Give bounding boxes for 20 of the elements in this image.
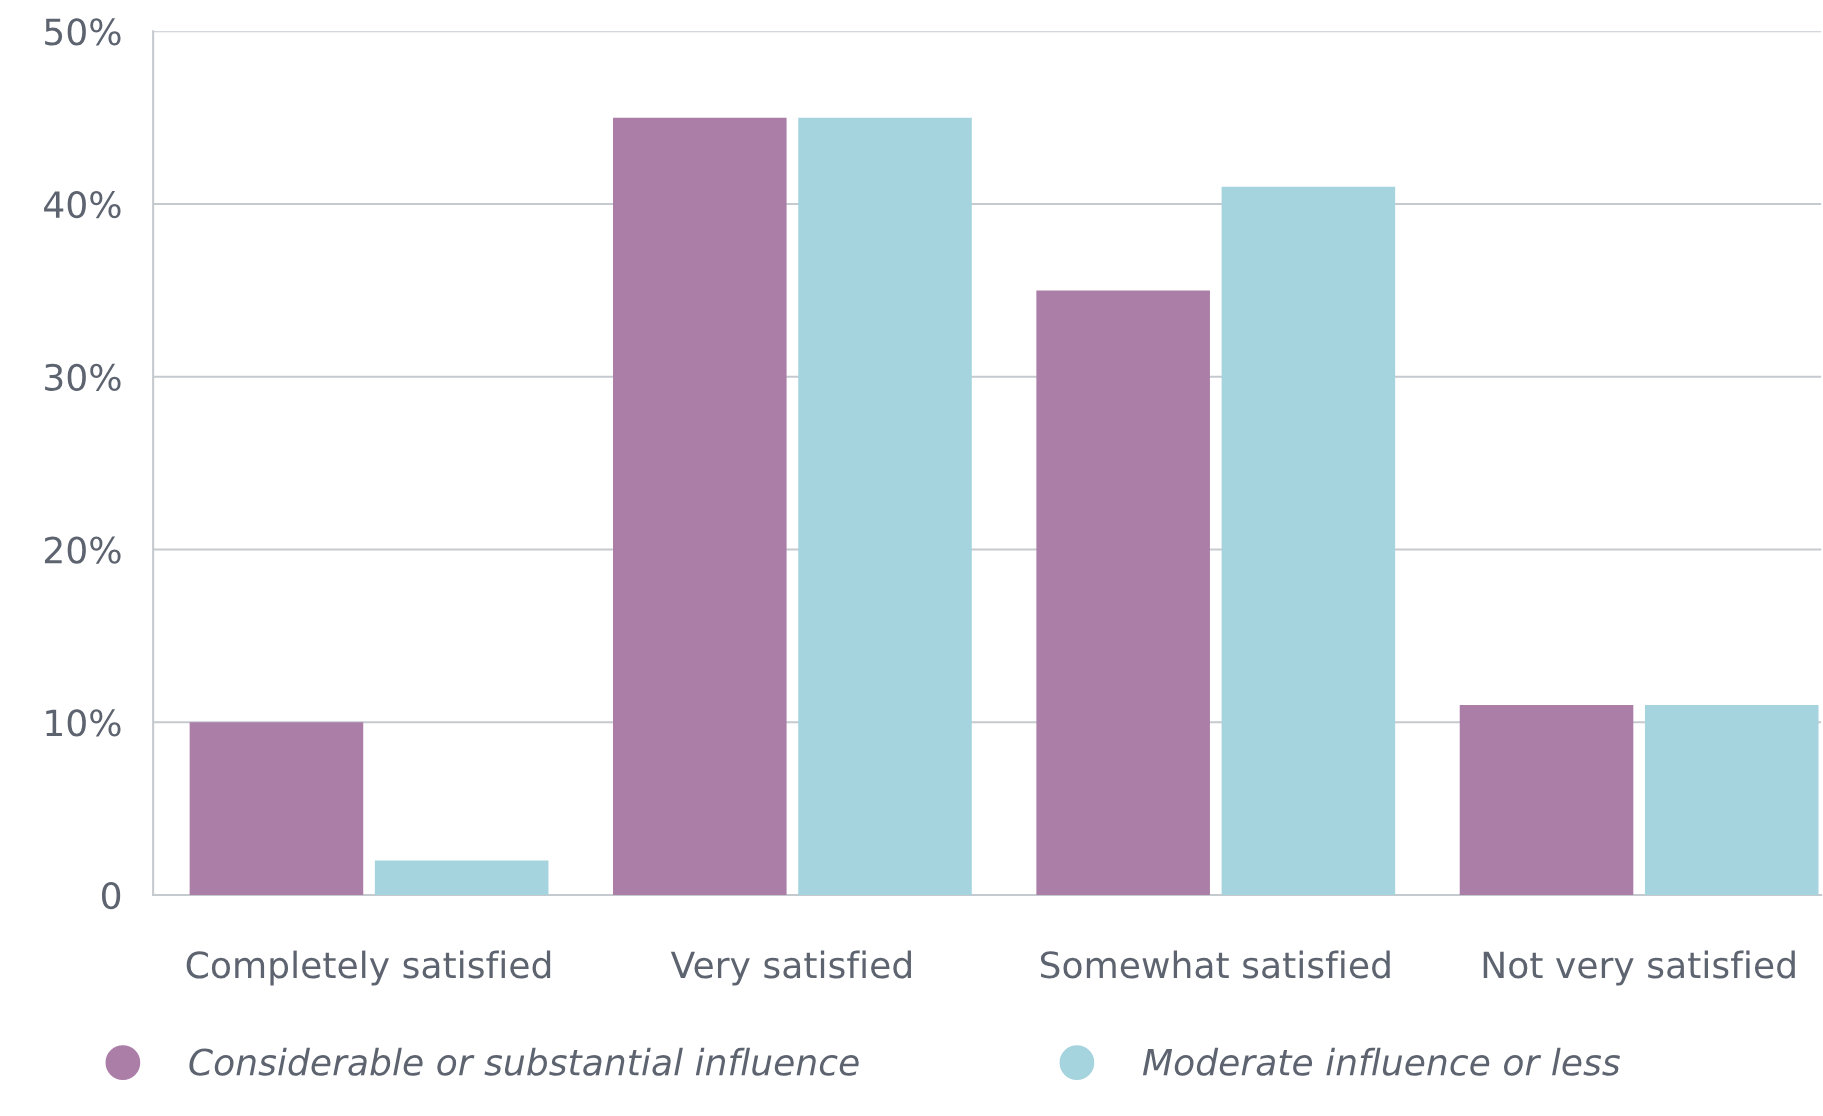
bar — [1459, 705, 1634, 896]
x-tick-label: Not very satisfied — [1483, 950, 1795, 986]
x-tick-label: Very satisfied — [670, 950, 911, 986]
x-tick-label: Completely satisfied — [186, 950, 551, 986]
bar — [798, 117, 972, 896]
bar — [1644, 705, 1819, 896]
bar — [374, 860, 549, 896]
x-tick-label: Somewhat satisfied — [1040, 950, 1390, 979]
y-tick-label: 0 — [101, 881, 121, 910]
y-tick-label: 40% — [44, 190, 121, 219]
y-tick-label: 10% — [46, 709, 121, 737]
y-tick-label: 20% — [44, 536, 121, 564]
bar — [189, 722, 364, 896]
legend-label: Considerable or substantial influence — [189, 1047, 859, 1076]
bar — [613, 117, 787, 896]
y-tick-label: 50% — [45, 18, 121, 46]
y-tick-label: 30% — [45, 363, 121, 391]
bar — [1036, 290, 1210, 896]
legend-label: Moderate influence or less — [1142, 1047, 1620, 1076]
bar — [1221, 186, 1396, 896]
